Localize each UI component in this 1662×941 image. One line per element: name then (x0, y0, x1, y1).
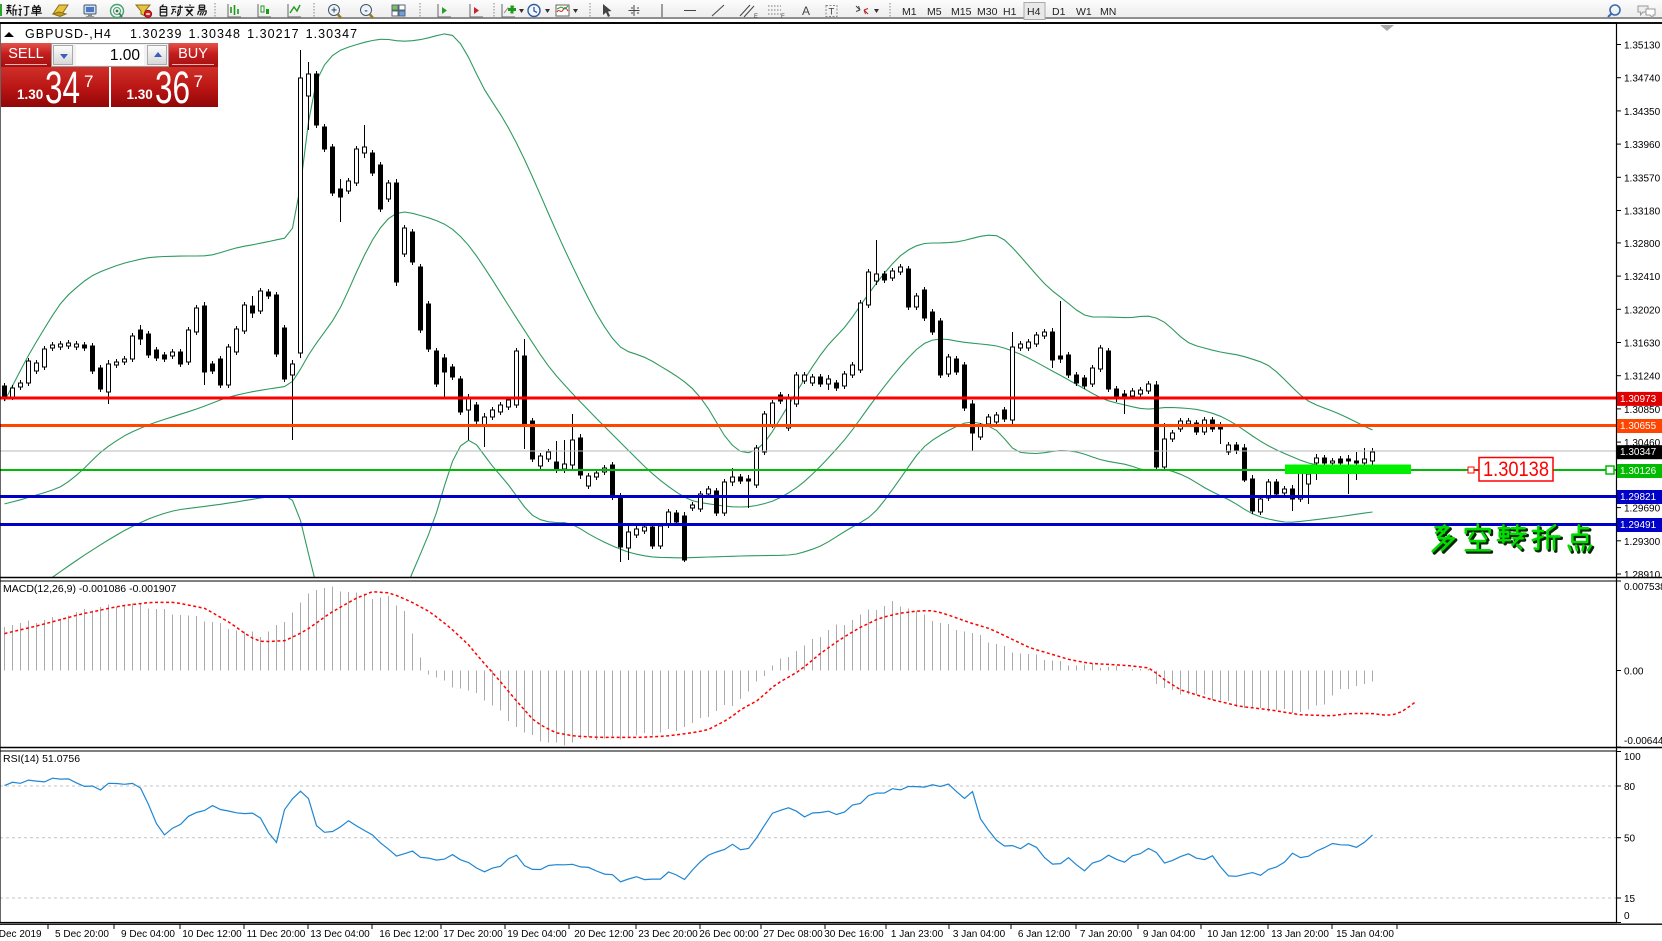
svg-text:1.30138: 1.30138 (1483, 458, 1549, 481)
svg-text:3 Jan 04:00: 3 Jan 04:00 (953, 929, 1006, 940)
svg-text:1.34350: 1.34350 (1624, 107, 1661, 118)
svg-text:A: A (802, 4, 810, 18)
svg-text:1.31240: 1.31240 (1624, 372, 1661, 383)
svg-text:13 Dec 04:00: 13 Dec 04:00 (310, 929, 370, 940)
svg-text:27 Dec 08:00: 27 Dec 08:00 (763, 929, 823, 940)
svg-text:10 Dec 12:00: 10 Dec 12:00 (182, 929, 242, 940)
svg-text:17 Dec 20:00: 17 Dec 20:00 (443, 929, 503, 940)
svg-text:5 Dec 20:00: 5 Dec 20:00 (55, 929, 109, 940)
svg-text:+: + (331, 6, 337, 17)
svg-text:1.33570: 1.33570 (1624, 173, 1661, 184)
svg-text:1.30347: 1.30347 (1620, 447, 1657, 458)
svg-text:1.30850: 1.30850 (1624, 405, 1661, 416)
svg-text:1.28910: 1.28910 (1624, 570, 1661, 581)
svg-text:100: 100 (1624, 752, 1641, 763)
svg-text:-: - (364, 6, 367, 17)
svg-text:RSI(14) 51.0756: RSI(14) 51.0756 (3, 753, 80, 765)
svg-text:H4: H4 (1027, 6, 1041, 18)
svg-text:W1: W1 (1076, 6, 1092, 18)
svg-text:1.29300: 1.29300 (1624, 537, 1661, 548)
svg-text:80: 80 (1624, 782, 1636, 793)
svg-text:M5: M5 (927, 6, 942, 18)
svg-text:MACD(12,26,9) -0.001086 -0.001: MACD(12,26,9) -0.001086 -0.001907 (3, 583, 177, 595)
svg-text:M1: M1 (902, 6, 917, 18)
svg-text:-0.006446: -0.006446 (1624, 736, 1662, 747)
svg-text:H1: H1 (1003, 6, 1017, 18)
svg-text:D1: D1 (1052, 6, 1066, 18)
svg-text:16 Dec 12:00: 16 Dec 12:00 (379, 929, 439, 940)
svg-text:1.33960: 1.33960 (1624, 140, 1661, 151)
svg-text:20 Dec 12:00: 20 Dec 12:00 (574, 929, 634, 940)
svg-text:15 Jan 04:00: 15 Jan 04:00 (1336, 929, 1394, 940)
svg-text:15: 15 (1624, 894, 1636, 905)
svg-text:1.32410: 1.32410 (1624, 272, 1661, 283)
svg-text:1 Jan 23:00: 1 Jan 23:00 (891, 929, 944, 940)
svg-text:1.35130: 1.35130 (1624, 41, 1661, 52)
svg-text:0.007538: 0.007538 (1624, 582, 1662, 593)
svg-text:13 Jan 20:00: 13 Jan 20:00 (1271, 929, 1329, 940)
svg-text:50: 50 (1624, 834, 1636, 845)
svg-text:M15: M15 (951, 6, 972, 18)
svg-text:1.29821: 1.29821 (1620, 492, 1657, 503)
svg-text:1.30655: 1.30655 (1620, 421, 1657, 432)
svg-text:6 Jan 12:00: 6 Jan 12:00 (1018, 929, 1071, 940)
svg-text:1.33180: 1.33180 (1624, 207, 1661, 218)
svg-text:1.32800: 1.32800 (1624, 239, 1661, 250)
svg-text:1.30126: 1.30126 (1620, 466, 1657, 477)
svg-text:9 Dec 04:00: 9 Dec 04:00 (121, 929, 175, 940)
svg-text:E: E (754, 14, 758, 20)
svg-text:9 Jan 04:00: 9 Jan 04:00 (1143, 929, 1196, 940)
svg-text:T: T (829, 7, 835, 18)
svg-text:F: F (781, 14, 785, 20)
svg-text:1.31630: 1.31630 (1624, 339, 1661, 350)
svg-text:19 Dec 04:00: 19 Dec 04:00 (507, 929, 567, 940)
svg-text:10 Jan 12:00: 10 Jan 12:00 (1207, 929, 1265, 940)
svg-text:23 Dec 20:00: 23 Dec 20:00 (638, 929, 698, 940)
svg-text:4 Dec 2019: 4 Dec 2019 (0, 929, 42, 940)
svg-text:0.00: 0.00 (1624, 667, 1644, 678)
svg-text:1.30460: 1.30460 (1624, 438, 1661, 449)
svg-text:M30: M30 (977, 6, 998, 18)
svg-text:7 Jan 20:00: 7 Jan 20:00 (1080, 929, 1133, 940)
svg-text:1.29690: 1.29690 (1624, 504, 1661, 515)
svg-text:1.30973: 1.30973 (1620, 394, 1657, 405)
svg-text:26 Dec 00:00: 26 Dec 00:00 (699, 929, 759, 940)
svg-text:1.34740: 1.34740 (1624, 74, 1661, 85)
svg-text:1.29491: 1.29491 (1620, 520, 1657, 531)
svg-text:30 Dec 16:00: 30 Dec 16:00 (824, 929, 884, 940)
svg-text:0: 0 (1624, 911, 1630, 922)
svg-text:1.32020: 1.32020 (1624, 305, 1661, 316)
svg-text:11 Dec 20:00: 11 Dec 20:00 (247, 929, 306, 940)
svg-text:MN: MN (1100, 6, 1116, 18)
